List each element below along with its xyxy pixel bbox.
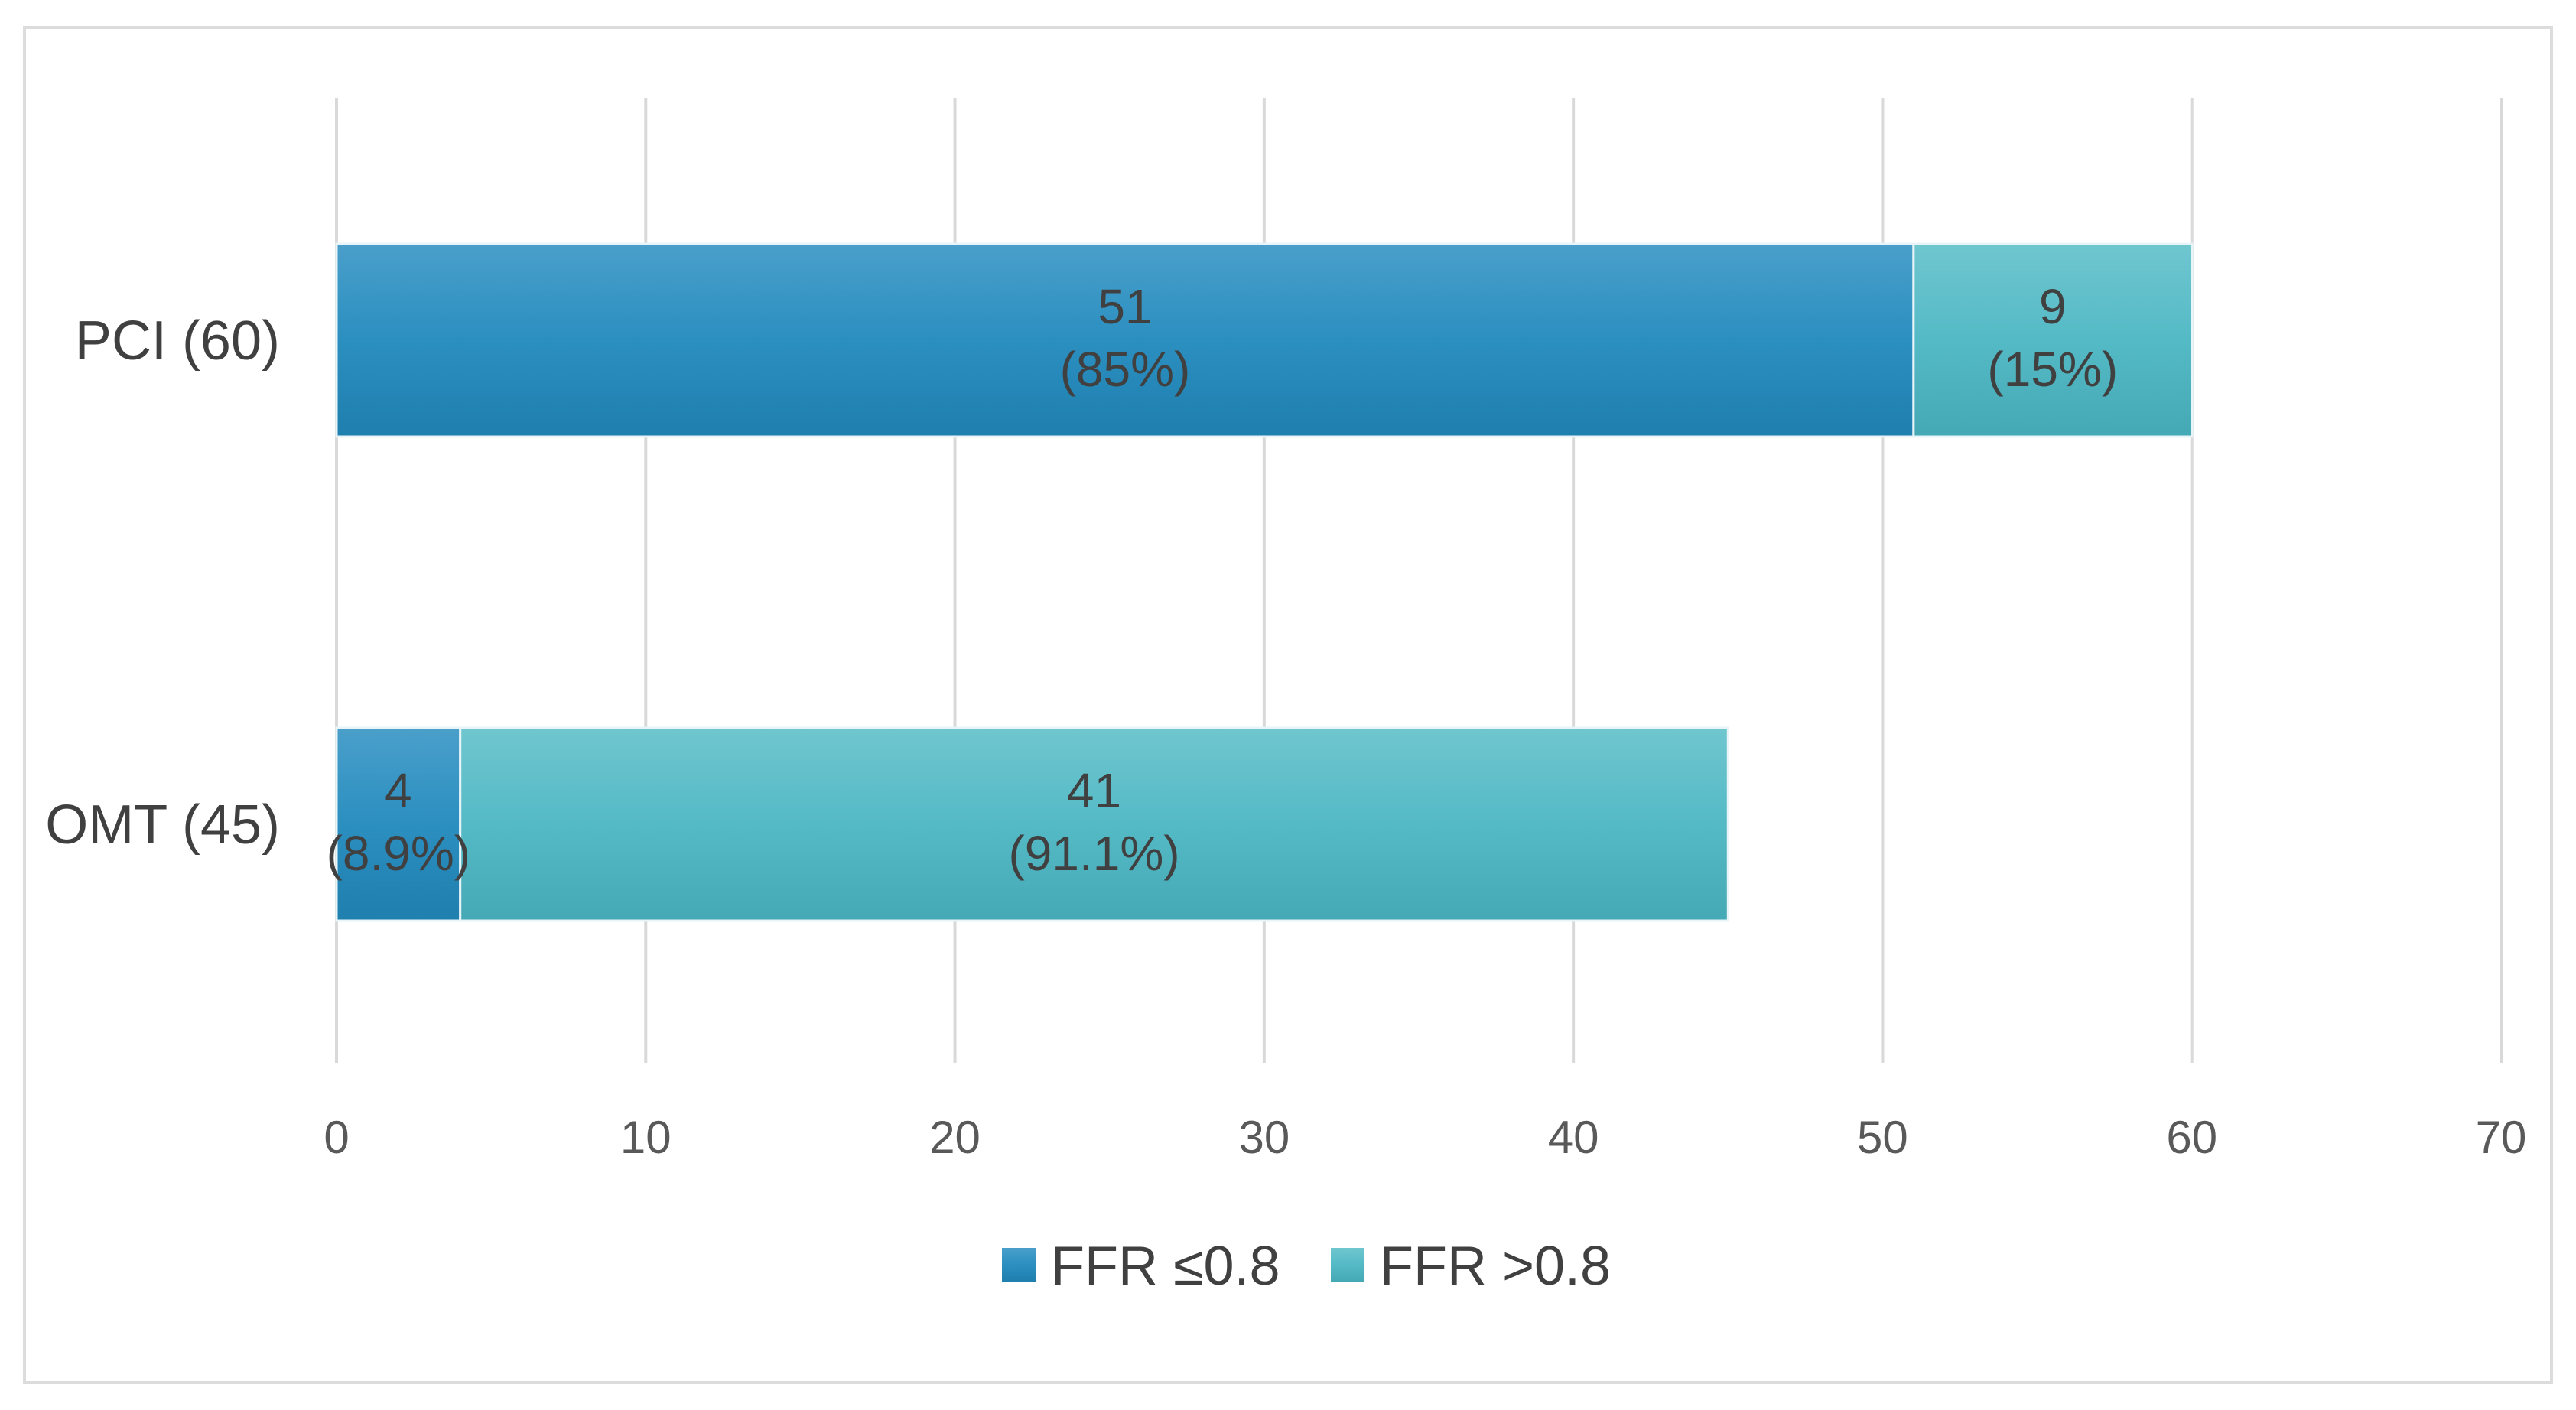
category-label: OMT (45) — [45, 794, 280, 856]
data-label-percent: (15%) — [1987, 342, 2118, 397]
data-labels: 51 (85%) 9 (15%) 4 (8.9%) 41 (91.1%) — [327, 279, 2119, 881]
y-axis: PCI (60) OMT (45) — [45, 310, 280, 856]
category-label: PCI (60) — [75, 310, 280, 372]
bar-segment — [1912, 242, 2194, 438]
x-tick-label: 30 — [1238, 1112, 1290, 1163]
legend-swatch — [1331, 1248, 1364, 1282]
x-tick-label: 70 — [2476, 1112, 2527, 1163]
data-label-value: 41 — [1067, 763, 1121, 818]
data-label-value: 51 — [1098, 279, 1152, 334]
x-tick-label: 60 — [2166, 1112, 2217, 1163]
bar-segment — [459, 726, 1729, 922]
legend-label: FFR >0.8 — [1380, 1236, 1611, 1297]
bars — [335, 242, 2194, 922]
x-axis: 0 10 20 30 40 50 60 70 — [324, 1112, 2526, 1163]
data-label-percent: (8.9%) — [327, 826, 471, 881]
x-tick-label: 20 — [929, 1112, 981, 1163]
x-tick-label: 50 — [1857, 1112, 1908, 1163]
bar-segment — [335, 726, 462, 922]
legend: FFR ≤0.8 FFR >0.8 — [1002, 1236, 1611, 1297]
data-label-percent: (85%) — [1060, 342, 1191, 397]
data-label-percent: (91.1%) — [1008, 826, 1179, 881]
x-tick-label: 40 — [1548, 1112, 1599, 1163]
legend-label: FFR ≤0.8 — [1051, 1236, 1280, 1297]
x-tick-label: 10 — [620, 1112, 672, 1163]
data-label-value: 4 — [385, 763, 412, 818]
data-label-value: 9 — [2039, 279, 2067, 334]
x-tick-label: 0 — [324, 1112, 349, 1163]
bar-segment — [335, 242, 1915, 438]
legend-swatch — [1002, 1248, 1036, 1282]
